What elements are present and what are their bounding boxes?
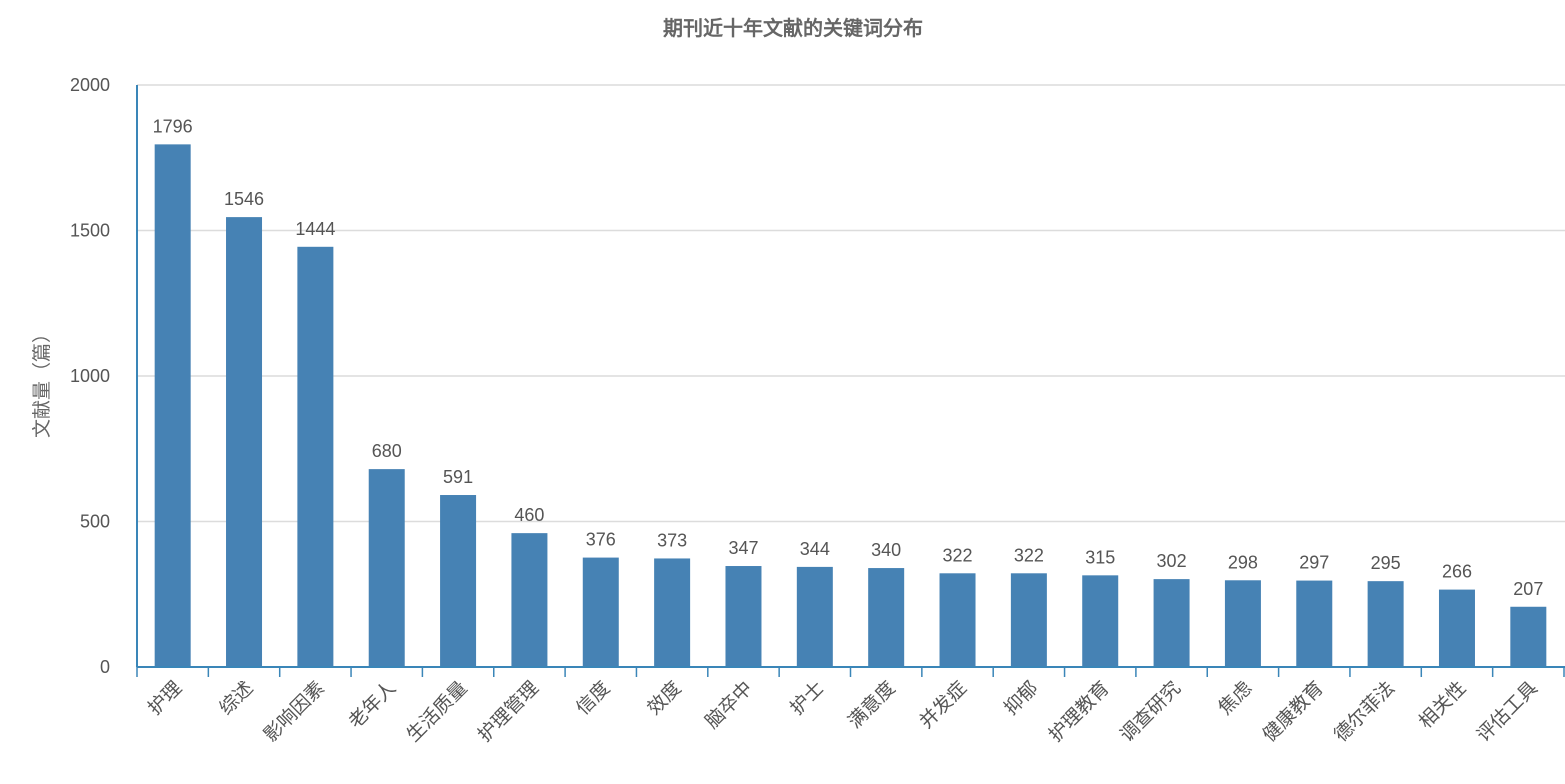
category-label: 老年人 [344, 677, 400, 733]
category-label: 影响因素 [260, 677, 329, 746]
bar[interactable] [725, 566, 762, 667]
category-label: 生活质量 [402, 677, 471, 746]
y-tick-label: 1500 [70, 221, 110, 241]
category-label: 相关性 [1415, 677, 1471, 733]
data-label: 340 [871, 540, 901, 560]
bar[interactable] [1224, 580, 1261, 667]
bar[interactable] [368, 469, 405, 667]
category-label: 满意度 [844, 677, 900, 733]
bar[interactable] [1510, 606, 1547, 667]
bar[interactable] [1296, 580, 1333, 667]
category-label: 焦虑 [1214, 677, 1256, 719]
category-label: 健康教育 [1259, 677, 1328, 746]
data-label: 315 [1085, 547, 1115, 567]
bar[interactable] [511, 533, 548, 667]
bar[interactable] [796, 566, 833, 667]
bar[interactable] [297, 246, 334, 667]
category-label: 护理 [144, 677, 186, 719]
y-axis-ticks: 0 500 1000 1500 2000 [70, 75, 110, 677]
data-label: 322 [1014, 545, 1044, 565]
bar[interactable] [154, 144, 191, 667]
category-label: 综述 [215, 677, 257, 719]
bar[interactable] [1010, 573, 1047, 667]
category-label: 护理教育 [1044, 677, 1113, 746]
data-label: 373 [657, 530, 687, 550]
chart-title: 期刊近十年文献的关键词分布 [663, 16, 923, 40]
bar[interactable] [440, 495, 477, 667]
data-label: 1546 [224, 189, 264, 209]
data-label: 266 [1442, 562, 1472, 582]
data-label: 460 [514, 505, 544, 525]
data-label: 1796 [153, 116, 193, 136]
category-label: 护理管理 [474, 677, 543, 746]
category-label: 护士 [786, 677, 828, 719]
data-label: 591 [443, 467, 473, 487]
data-label: 344 [800, 539, 830, 559]
category-label: 调查研究 [1116, 677, 1185, 746]
data-label: 322 [943, 545, 973, 565]
x-axis-ticks [136, 667, 1565, 677]
data-label: 376 [586, 530, 616, 550]
data-label: 295 [1371, 553, 1401, 573]
category-label: 评估工具 [1473, 677, 1542, 746]
category-label: 并发症 [915, 677, 971, 733]
bar[interactable] [1153, 579, 1190, 667]
data-label: 297 [1299, 553, 1329, 573]
data-label: 207 [1513, 579, 1543, 599]
y-tick-label: 0 [100, 657, 110, 677]
y-tick-label: 500 [80, 512, 110, 532]
data-label: 347 [728, 538, 758, 558]
data-label: 298 [1228, 552, 1258, 572]
bar[interactable] [582, 557, 619, 667]
bar[interactable] [939, 573, 976, 667]
bar[interactable] [1082, 575, 1119, 667]
bar[interactable] [654, 558, 691, 667]
data-labels: 1796 1546 1444 680 591 460 376 373 347 344 340 322 3… [153, 116, 1544, 598]
category-label: 脑卒中 [701, 677, 757, 733]
grid-lines [137, 84, 1565, 523]
y-tick-label: 2000 [70, 75, 110, 95]
category-labels: 护理 综述 影响因素 老年人 生活质量 护理管理 信度 效度 脑卒中 护士 满意度 并发症 抑郁 护理教育… [144, 677, 1542, 746]
data-label: 302 [1157, 551, 1187, 571]
data-label: 680 [372, 441, 402, 461]
bar[interactable] [868, 568, 905, 667]
category-label: 效度 [643, 677, 685, 719]
data-label: 1444 [295, 219, 335, 239]
category-label: 抑郁 [1000, 677, 1042, 719]
bar[interactable] [1367, 581, 1404, 667]
bar[interactable] [1438, 589, 1475, 667]
bar[interactable] [226, 217, 263, 667]
y-axis-label: 文献量（篇） [31, 324, 53, 438]
category-label: 德尔菲法 [1330, 677, 1399, 746]
bars [154, 144, 1547, 667]
y-tick-label: 1000 [70, 366, 110, 386]
category-label: 信度 [572, 677, 614, 719]
